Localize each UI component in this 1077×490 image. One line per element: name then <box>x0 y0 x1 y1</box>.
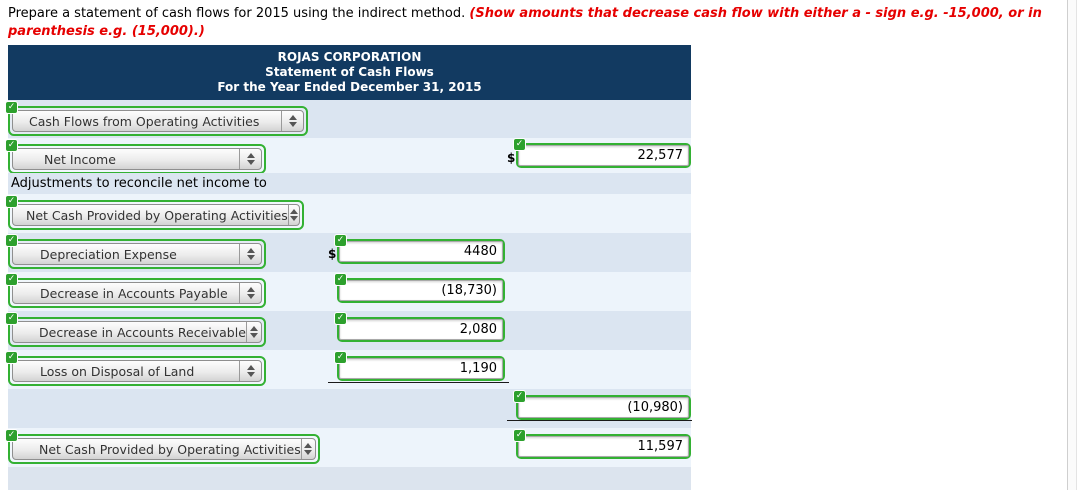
table-row: ✓ Decrease in Accounts Payable ✓ <box>5 272 691 311</box>
table-row: ✓ Depreciation Expense $ ✓ <box>5 233 691 272</box>
total-underline <box>507 420 692 421</box>
total-underline <box>328 382 509 383</box>
table-row: ✓ Net Cash Provided by Operating Activit… <box>5 428 691 467</box>
line-item-select[interactable]: Net Cash Provided by Operating Activitie… <box>12 438 316 460</box>
instruction-text: Prepare a statement of cash flows for 20… <box>8 5 1056 41</box>
line-item-select[interactable]: Loss on Disposal of Land <box>12 360 262 382</box>
instruction-note: (Show amounts that decrease cash flow wi… <box>8 6 1042 39</box>
amount-input-wrapper: ✓ <box>513 138 691 168</box>
amount-input-wrapper: ✓ <box>513 390 691 420</box>
correct-checkmark-icon: ✓ <box>334 273 347 286</box>
line-item-select-wrapper: ✓ Decrease in Accounts Receivable <box>5 312 266 347</box>
vertical-scrollbar[interactable] <box>1067 0 1077 490</box>
dollar-sign: $ <box>507 151 516 165</box>
select-label: Decrease in Accounts Receivable <box>39 324 246 340</box>
statement-period: For the Year Ended December 31, 2015 <box>217 80 482 94</box>
amount-input-wrapper: ✓ <box>334 351 505 381</box>
table-row: ✓ Net Income $ ✓ <box>5 138 691 174</box>
select-stepper-icon <box>239 283 261 303</box>
select-label: Loss on Disposal of Land <box>40 363 195 379</box>
company-name: ROJAS CORPORATION <box>277 50 422 64</box>
select-stepper-icon <box>245 322 261 342</box>
amount-input[interactable] <box>339 280 503 301</box>
table-row: ✓ Decrease in Accounts Receivable ✓ <box>5 311 691 350</box>
correct-checkmark-icon: ✓ <box>5 139 18 152</box>
correct-checkmark-icon: ✓ <box>5 312 18 325</box>
line-item-select[interactable]: Net Income <box>12 148 262 170</box>
select-stepper-icon <box>281 111 303 131</box>
line-item-select-wrapper: ✓ Net Cash Provided by Operating Activit… <box>5 429 320 464</box>
table-row: ✓ Cash Flows from Operating Activities <box>5 100 691 138</box>
statement-title: Statement of Cash Flows <box>265 65 434 79</box>
select-label: Net Cash Provided by Operating Activitie… <box>26 207 288 223</box>
select-label: Decrease in Accounts Payable <box>40 285 228 301</box>
line-item-select-wrapper: ✓ Loss on Disposal of Land <box>5 351 266 386</box>
line-item-select-wrapper: ✓ Net Cash Provided by Operating Activit… <box>5 195 304 230</box>
amount-input-wrapper: ✓ <box>334 273 505 303</box>
amount-input[interactable] <box>339 319 503 340</box>
amount-input-wrapper: ✓ <box>334 312 505 342</box>
table-footer-band <box>8 467 691 490</box>
correct-checkmark-icon: ✓ <box>334 234 347 247</box>
table-row: ✓ <box>8 389 692 428</box>
instruction-plain: Prepare a statement of cash flows for 20… <box>8 6 466 21</box>
line-item-select-wrapper: ✓ Decrease in Accounts Payable <box>5 273 266 308</box>
select-stepper-icon <box>239 361 261 381</box>
line-item-select[interactable]: Depreciation Expense <box>12 243 262 265</box>
table-row: ✓ Loss on Disposal of Land ✓ <box>5 350 691 389</box>
select-label: Net Income <box>44 151 116 167</box>
statement-table: ROJAS CORPORATION Statement of Cash Flow… <box>5 45 692 490</box>
correct-checkmark-icon: ✓ <box>513 390 526 403</box>
section-select-wrapper: ✓ Cash Flows from Operating Activities <box>5 101 308 136</box>
correct-checkmark-icon: ✓ <box>5 273 18 286</box>
section-select[interactable]: Cash Flows from Operating Activities <box>12 110 304 132</box>
line-item-select[interactable]: Decrease in Accounts Receivable <box>12 321 262 343</box>
correct-checkmark-icon: ✓ <box>5 101 18 114</box>
select-label: Depreciation Expense <box>40 246 177 262</box>
dollar-sign: $ <box>328 247 337 261</box>
correct-checkmark-icon: ✓ <box>5 351 18 364</box>
select-label: Net Cash Provided by Operating Activitie… <box>39 441 301 457</box>
line-item-select[interactable]: Decrease in Accounts Payable <box>12 282 262 304</box>
correct-checkmark-icon: ✓ <box>5 234 18 247</box>
table-row: ✓ Net Cash Provided by Operating Activit… <box>5 194 691 233</box>
line-item-select-wrapper: ✓ Net Income <box>5 139 266 174</box>
amount-input[interactable] <box>518 145 689 166</box>
amount-input-wrapper: ✓ <box>513 429 691 459</box>
correct-checkmark-icon: ✓ <box>334 312 347 325</box>
select-stepper-icon <box>300 439 315 459</box>
statement-header: ROJAS CORPORATION Statement of Cash Flow… <box>8 45 691 100</box>
correct-checkmark-icon: ✓ <box>513 429 526 442</box>
line-item-select[interactable]: Net Cash Provided by Operating Activitie… <box>12 204 300 226</box>
select-stepper-icon <box>239 244 261 264</box>
correct-checkmark-icon: ✓ <box>5 195 18 208</box>
select-stepper-icon <box>239 149 261 169</box>
correct-checkmark-icon: ✓ <box>334 351 347 364</box>
amount-input-wrapper: ✓ <box>334 234 505 264</box>
amount-input[interactable] <box>339 358 503 379</box>
amount-input[interactable] <box>518 397 689 418</box>
table-row: Adjustments to reconcile net income to <box>8 173 691 194</box>
select-label: Cash Flows from Operating Activities <box>29 113 260 129</box>
correct-checkmark-icon: ✓ <box>513 138 526 151</box>
correct-checkmark-icon: ✓ <box>5 429 18 442</box>
amount-input[interactable] <box>518 436 689 457</box>
line-item-select-wrapper: ✓ Depreciation Expense <box>5 234 266 269</box>
static-line-label: Adjustments to reconcile net income to <box>11 176 267 191</box>
amount-input[interactable] <box>339 241 503 262</box>
select-stepper-icon <box>287 205 299 225</box>
